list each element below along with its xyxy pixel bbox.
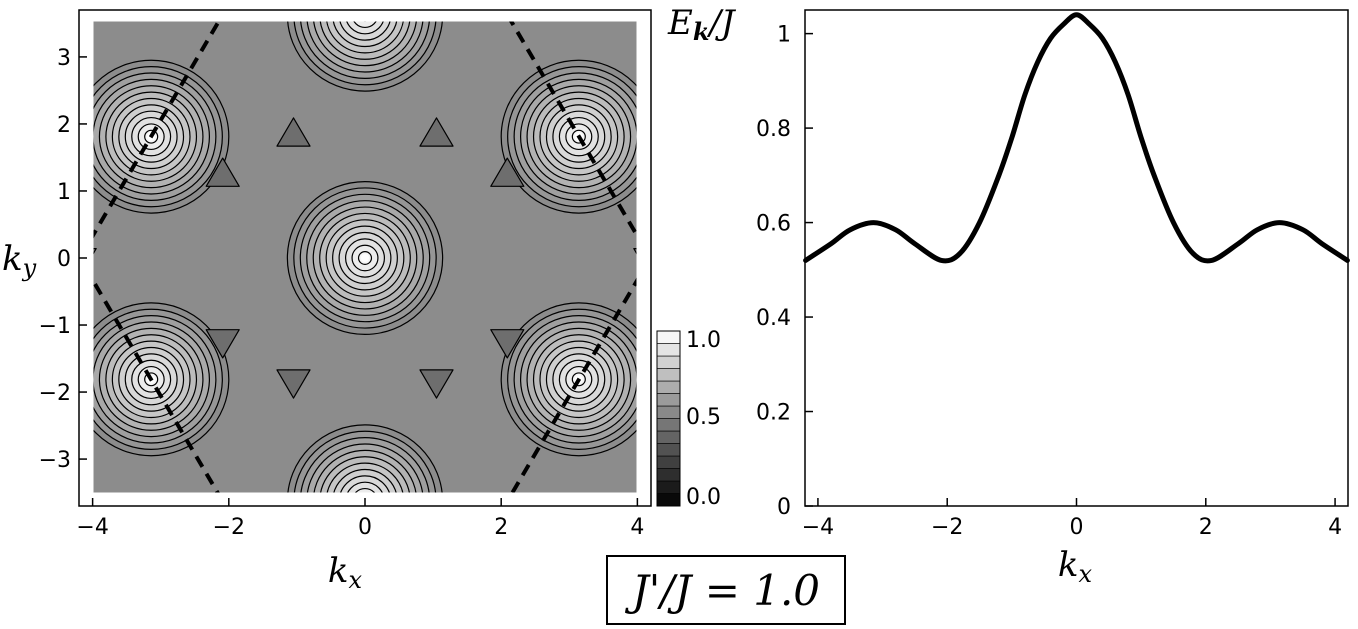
contour-ring	[352, 20, 378, 29]
colorbar-frame	[656, 330, 681, 507]
colorbar-band	[656, 480, 681, 494]
contour-plot-inner-frame	[90, 18, 640, 496]
colorbar-band	[656, 443, 681, 457]
minimum-pocket	[205, 157, 240, 187]
colorbar-band	[656, 368, 681, 382]
minimum-pocket	[205, 329, 240, 359]
colorbar-band	[656, 418, 681, 432]
contour-x-tick-label: −2	[213, 515, 245, 540]
colorbar-band	[656, 330, 681, 344]
dispersion-curve	[803, 12, 1350, 264]
colorbar-tick-label: 1.0	[686, 328, 721, 353]
brillouin-zone-edge	[509, 275, 638, 494]
dispersion-plot-ticks: −4 −2 0 2 4 0 0.2 0.4 0.6 0.8 1	[756, 23, 1342, 540]
contour-ring	[345, 20, 385, 35]
maximum-point	[361, 11, 369, 19]
colorbar: 0.0 0.5 1.0	[656, 328, 721, 510]
maximum-point	[360, 253, 370, 263]
dispersion-x-tick-label: 2	[1199, 515, 1213, 540]
contour-y-tick-label: −1	[39, 314, 71, 339]
contour-x-tick-label: −4	[76, 515, 108, 540]
colorbar-band	[656, 468, 681, 482]
colorbar-band	[656, 405, 681, 419]
dispersion-y-tick-label: 0.8	[756, 117, 791, 142]
minimum-pocket	[419, 369, 454, 399]
minimum-pocket	[276, 369, 311, 399]
dispersion-y-axis-label: Ek/J	[667, 3, 737, 46]
dispersion-y-tick-label: 0.2	[756, 401, 791, 426]
minima-pockets	[92, 117, 638, 399]
colorbar-band	[656, 430, 681, 444]
contour-x-tick-label: 4	[630, 515, 644, 540]
contour-y-tick-label: 0	[57, 247, 71, 272]
brillouin-zone-edge	[92, 20, 222, 241]
colorbar-band	[656, 493, 681, 507]
dispersion-y-tick-label: 0.4	[756, 306, 791, 331]
dispersion-y-tick-label: 1	[777, 23, 791, 48]
contour-y-tick-label: −2	[39, 381, 71, 406]
minimum-pocket	[490, 157, 525, 187]
colorbar-band	[656, 355, 681, 369]
brillouin-zone-edge	[508, 20, 638, 241]
contour-y-tick-label: 3	[57, 46, 71, 71]
colorbar-band	[656, 393, 681, 407]
brillouin-zone-boundary	[92, 20, 638, 494]
dispersion-y-tick-label: 0	[777, 495, 791, 520]
colorbar-tick-label: 0.5	[686, 405, 721, 430]
contour-plot-ticks: −4 −2 0 2 4 −3 −2 −1 0 1 2 3	[39, 46, 645, 540]
dispersion-x-tick-label: −2	[931, 515, 963, 540]
colorbar-tick-label: 0.0	[686, 485, 721, 510]
contour-y-axis-label: ky	[2, 239, 37, 282]
contour-x-axis-label: kx	[328, 551, 363, 594]
contour-y-tick-label: 2	[57, 113, 71, 138]
dispersion-plot-frame	[804, 9, 1349, 507]
brillouin-zone-edge	[92, 275, 221, 494]
colorbar-band	[656, 455, 681, 469]
contour-plot: −4 −2 0 2 4 −3 −2 −1 0 1 2 3 kx ky	[2, 9, 652, 594]
dispersion-x-tick-label: 4	[1328, 515, 1342, 540]
contour-y-tick-label: 1	[57, 180, 71, 205]
dispersion-plot: −4 −2 0 2 4 0 0.2 0.4 0.6 0.8 1 Ek/J kx	[667, 3, 1350, 588]
colorbar-band	[656, 380, 681, 394]
minimum-pocket	[419, 117, 454, 147]
dispersion-x-axis-label: kx	[1058, 545, 1093, 588]
dispersion-x-tick-label: 0	[1070, 515, 1084, 540]
contour-x-tick-label: 0	[358, 515, 372, 540]
contour-y-tick-label: −3	[39, 448, 71, 473]
dispersion-y-tick-label: 0.6	[756, 212, 791, 237]
contour-x-tick-label: 2	[494, 515, 508, 540]
dispersion-x-tick-label: −4	[802, 515, 834, 540]
minimum-pocket	[276, 117, 311, 147]
colorbar-band	[656, 343, 681, 357]
parameter-label: J'/J = 1.0	[606, 555, 846, 625]
minimum-pocket	[490, 329, 525, 359]
